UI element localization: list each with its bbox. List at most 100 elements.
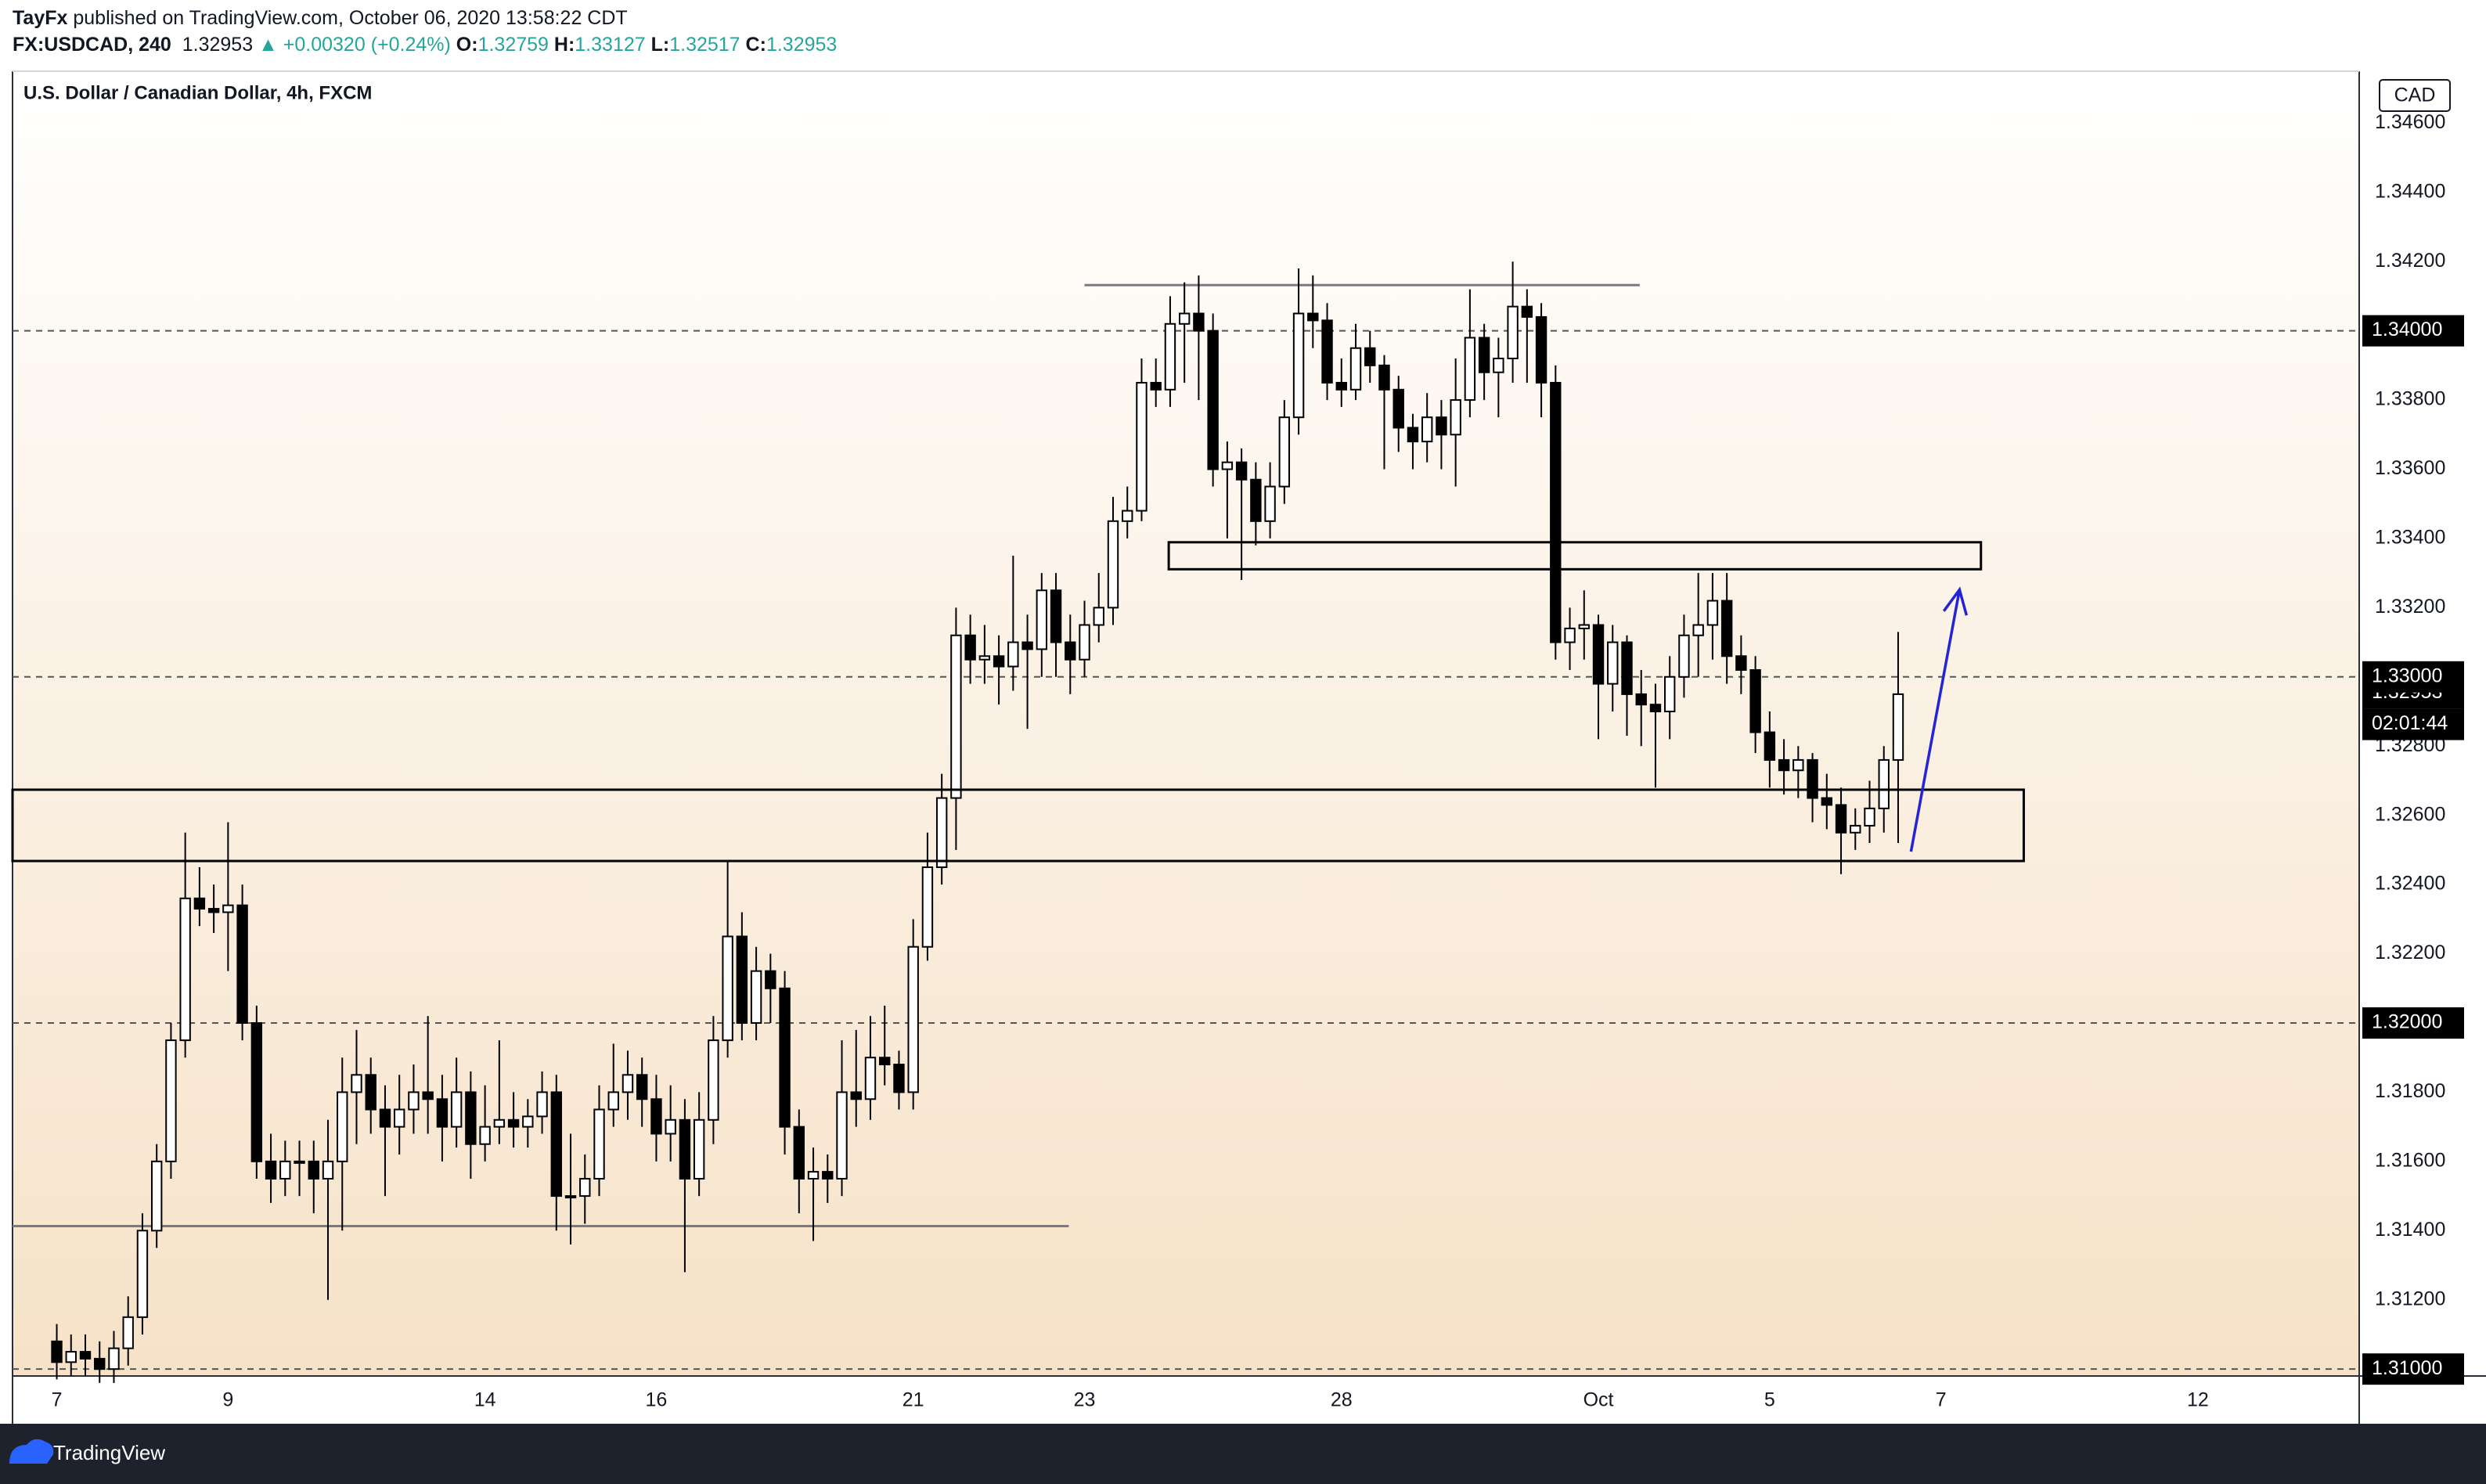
candle-body [564,1195,577,1199]
candle-body [79,1351,92,1360]
candle-body [893,1064,905,1093]
candle-body [450,1091,463,1128]
candle-body [1093,607,1104,626]
candle-body [822,1171,834,1180]
logo [9,1439,54,1464]
candle-body [1521,305,1533,318]
candle-body [736,935,748,1024]
candle-body [351,1074,362,1093]
candle-body [1493,358,1504,373]
candle-body [136,1230,149,1318]
candle-body [265,1160,277,1180]
x-tick-label: 28 [1331,1389,1353,1411]
candle-body [850,1091,862,1100]
y-tick-label: 1.33400 [2375,527,2445,549]
candle-body [1792,758,1804,772]
candle-body [65,1351,77,1363]
candle-body [1421,416,1433,443]
candle-body [1065,641,1076,661]
candle-body [978,655,991,661]
candle-body [1235,461,1248,481]
candle-body [337,1091,348,1162]
candle-body [1649,704,1662,713]
candle-body [1578,624,1590,629]
candle-body [1321,319,1333,384]
candle-body [864,1057,877,1100]
candle-body [1507,305,1519,360]
candle-body [1278,416,1291,488]
candle-body [765,970,776,989]
ohlc-value: 1.32759 [477,34,549,56]
candle-body [479,1126,491,1145]
candle-body [294,1160,305,1164]
candle-body [122,1316,134,1349]
chart-title: U.S. Dollar / Canadian Dollar, 4h, FXCM [23,82,372,103]
candle-body [964,634,976,661]
candle-body [1378,364,1390,391]
x-tick-label: 12 [2187,1389,2209,1411]
candle-body [1122,510,1133,522]
zone-box [11,788,2025,863]
candle-body [507,1118,520,1128]
publish-line: TayFx published on TradingView.com, Octo… [13,5,837,31]
candle-body [708,1039,719,1121]
candle-body [579,1177,591,1198]
candle-body [1664,675,1676,713]
y-tick-label: 1.32200 [2375,942,2445,964]
symbol-line: FX:USDCAD, 240 1.32953 ▲ +0.00320 (+0.24… [13,31,837,58]
published: published on TradingView.com, October 06… [73,7,628,29]
candle-body [1464,337,1476,402]
candle-body [935,797,948,869]
x-tick-label: 23 [1074,1389,1096,1411]
candle-body [1107,520,1119,609]
x-tick-label: 7 [1936,1389,1947,1411]
chart-layer: 1.31000 1.31200 1.31400 1.31600 1.31800 1.320… [11,111,2464,1411]
y-tick-label: 1.33600 [2375,457,2445,479]
x-tick-label: 21 [903,1389,924,1411]
candle-body [465,1091,477,1145]
candle-body [408,1091,420,1111]
candle-body [1778,758,1790,772]
y-tick-label: 1.34400 [2375,180,2445,202]
price-line-label: 1.31000 [2372,1357,2442,1379]
candle-body [1692,624,1704,636]
ohlc-value: 1.32517 [669,34,740,56]
plot-area [13,71,2359,1376]
candle-body [1136,381,1148,512]
candle-body [1735,655,1747,671]
ohlc-label: H: [553,34,575,56]
candle-body [1407,427,1419,443]
y-tick-label: 1.34200 [2375,250,2445,272]
footer-bar [0,1424,2486,1484]
candle-body [1307,312,1319,322]
candle-body [1807,758,1818,799]
candle-body [1050,589,1062,643]
candle-body [1349,347,1362,391]
candle-body [236,904,248,1024]
candle-body [693,1118,705,1180]
ohlc-label: L: [650,34,670,56]
candle-body [793,1126,805,1180]
candle-body [436,1098,449,1128]
candle-body [322,1160,334,1180]
candle-body [250,1021,263,1162]
candle-body [1178,312,1191,325]
candle-body [1821,797,1832,806]
candle-body [279,1160,291,1180]
y-tick-label: 1.31400 [2375,1219,2445,1241]
ohlc-value: 1.32953 [766,34,838,56]
candle-body [1079,624,1090,661]
price-line-box [2362,1007,2464,1039]
candle-body [94,1357,106,1371]
candle-body [1564,627,1576,643]
x-tick-label: 5 [1764,1389,1775,1411]
candle-body [779,987,791,1128]
candle-body [222,904,234,913]
currency-box[interactable] [2379,79,2451,112]
candle-body [393,1108,405,1128]
candle-body [679,1118,691,1180]
candle-body [1264,485,1276,522]
candle-body [1335,381,1347,391]
ohlc-value: 1.33127 [575,34,646,56]
candle-body [1592,624,1605,685]
